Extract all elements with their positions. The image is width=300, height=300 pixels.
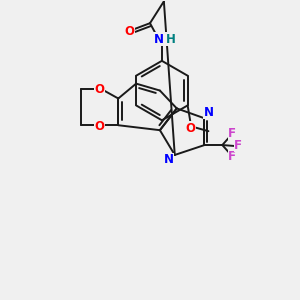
Text: O: O	[124, 25, 134, 38]
Text: N: N	[154, 32, 164, 46]
Text: F: F	[234, 139, 242, 152]
Text: F: F	[228, 150, 236, 164]
Text: H: H	[166, 32, 176, 46]
Text: N: N	[203, 106, 214, 119]
Text: O: O	[94, 120, 104, 133]
Text: O: O	[94, 83, 104, 96]
Text: N: N	[164, 153, 174, 167]
Text: O: O	[186, 122, 196, 135]
Text: F: F	[228, 127, 236, 140]
